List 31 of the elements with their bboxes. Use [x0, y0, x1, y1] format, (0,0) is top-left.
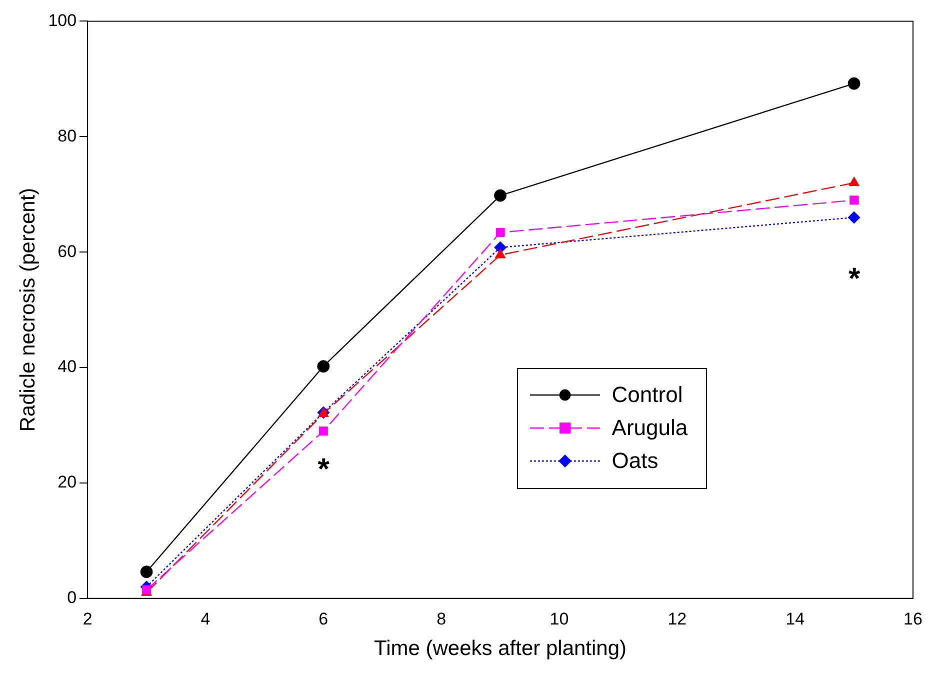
annotation: *	[848, 262, 861, 296]
x-tick-label: 2	[82, 609, 92, 628]
x-axis-title: Time (weeks after planting)	[374, 637, 627, 660]
y-tick-label: 20	[58, 472, 77, 492]
x-tick-label: 8	[436, 609, 446, 628]
x-tick-label: 4	[200, 609, 210, 628]
y-tick-label: 40	[58, 357, 77, 376]
annotation: *	[318, 453, 330, 486]
x-tick-label: 16	[904, 609, 922, 628]
point	[496, 228, 505, 237]
point	[850, 196, 859, 205]
y-tick-label: 80	[58, 126, 77, 146]
y-tick-label: 0	[67, 588, 77, 608]
x-tick-label: 12	[668, 609, 687, 628]
point	[317, 360, 330, 373]
legend-label: Oats	[612, 448, 658, 474]
y-tick-label: 60	[58, 242, 77, 261]
x-tick-label: 14	[786, 609, 805, 628]
x-tick-label: 10	[550, 609, 569, 628]
point	[494, 248, 506, 258]
point	[848, 77, 860, 90]
point	[848, 211, 860, 224]
y-tick-label: 100	[48, 10, 77, 30]
point	[848, 176, 860, 186]
legend-label: Control	[612, 382, 683, 408]
x-tick-label: 6	[318, 609, 328, 628]
y-axis-title: Radicle necrosis (percent)	[16, 188, 40, 432]
point	[318, 426, 328, 436]
point	[140, 566, 153, 578]
legend-label: Arugula	[612, 415, 688, 442]
point	[494, 189, 507, 202]
